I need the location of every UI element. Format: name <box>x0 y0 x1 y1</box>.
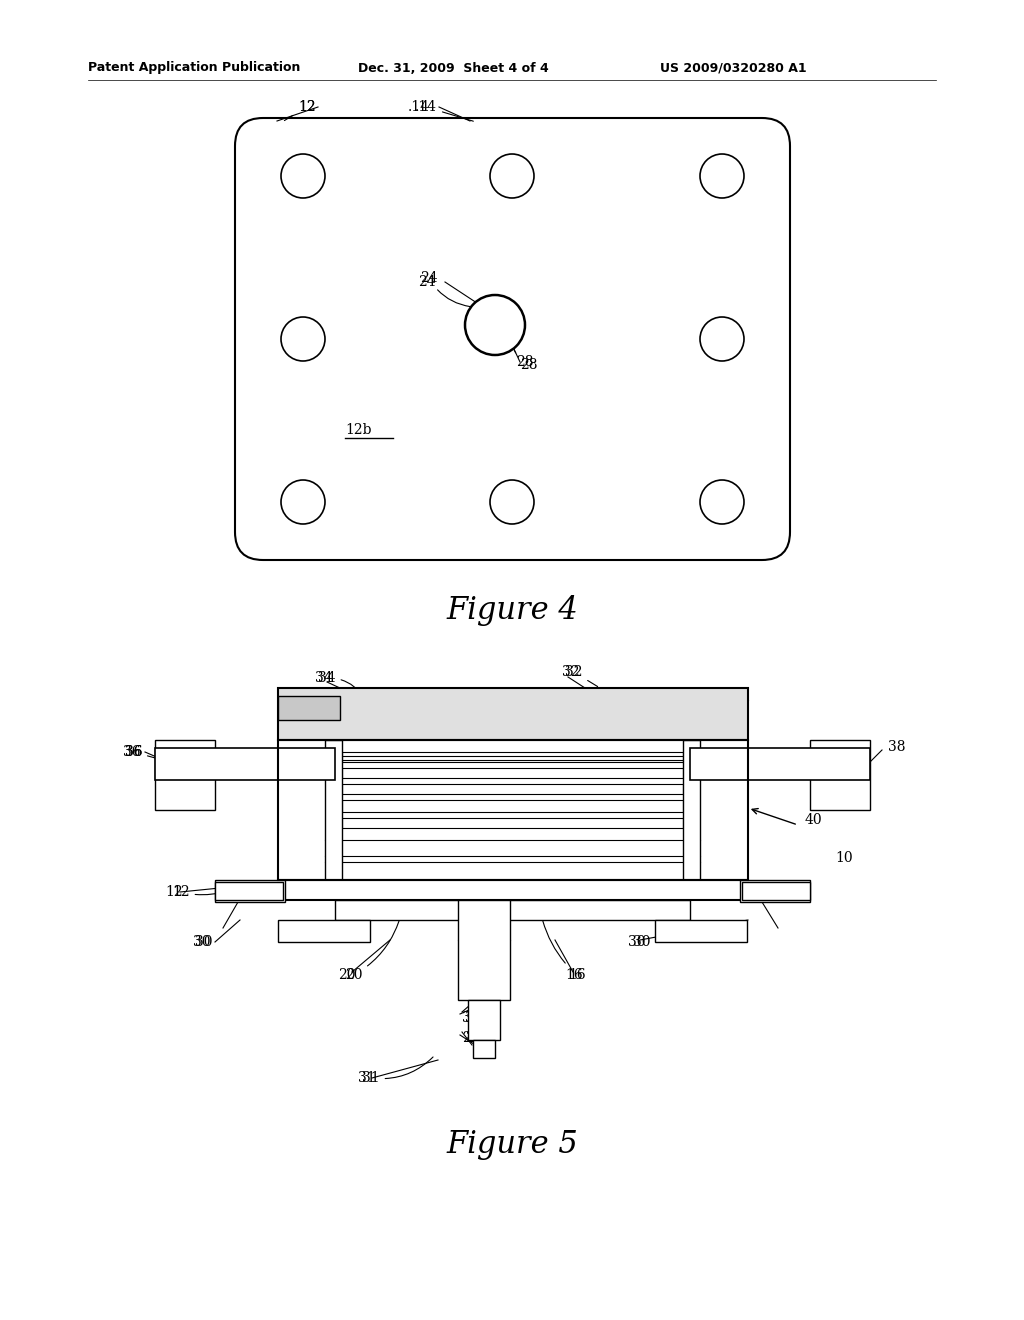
Bar <box>278 696 340 719</box>
Bar <box>683 741 700 880</box>
Text: 30: 30 <box>193 935 211 949</box>
Text: 36: 36 <box>125 744 167 762</box>
Text: 36: 36 <box>125 744 142 759</box>
Bar <box>215 880 285 902</box>
Text: 12: 12 <box>172 884 227 899</box>
Bar <box>690 748 870 780</box>
Bar <box>342 768 683 777</box>
Text: 12: 12 <box>285 100 315 120</box>
Text: 30: 30 <box>195 935 213 949</box>
Text: 16: 16 <box>543 920 586 982</box>
Text: 20: 20 <box>345 920 399 982</box>
Text: 10: 10 <box>835 851 853 865</box>
Text: 16: 16 <box>565 968 583 982</box>
Text: 12: 12 <box>298 100 315 114</box>
Circle shape <box>281 317 325 360</box>
Circle shape <box>490 154 534 198</box>
Circle shape <box>281 480 325 524</box>
Bar <box>810 741 870 810</box>
Bar <box>458 900 510 1001</box>
Text: 26: 26 <box>465 1031 482 1045</box>
Text: 34: 34 <box>318 671 364 697</box>
Text: 40: 40 <box>805 813 822 828</box>
Text: 30: 30 <box>628 935 645 949</box>
Bar <box>278 688 748 741</box>
Circle shape <box>700 154 744 198</box>
Bar <box>473 1040 495 1059</box>
Bar <box>742 882 810 900</box>
Bar <box>215 882 283 900</box>
Text: 31: 31 <box>358 1071 376 1085</box>
Text: 24: 24 <box>420 271 470 306</box>
Text: 32: 32 <box>565 665 598 686</box>
Text: 34: 34 <box>315 671 333 685</box>
Circle shape <box>465 294 525 355</box>
Text: 32: 32 <box>562 665 580 678</box>
Text: Dec. 31, 2009  Sheet 4 of 4: Dec. 31, 2009 Sheet 4 of 4 <box>358 62 549 74</box>
Bar <box>342 818 683 828</box>
Bar <box>155 741 215 810</box>
Text: Patent Application Publication: Patent Application Publication <box>88 62 300 74</box>
Text: Figure 5: Figure 5 <box>446 1130 578 1160</box>
FancyBboxPatch shape <box>234 117 790 560</box>
Circle shape <box>700 480 744 524</box>
Text: 12b: 12b <box>345 422 372 437</box>
Bar <box>342 752 683 762</box>
Text: 36: 36 <box>123 744 140 759</box>
Text: 26: 26 <box>462 1031 479 1045</box>
Bar <box>468 1001 500 1040</box>
Text: 20: 20 <box>338 968 355 982</box>
Text: 38: 38 <box>888 741 905 754</box>
Text: 30: 30 <box>633 935 650 949</box>
Circle shape <box>700 317 744 360</box>
Text: Figure 4: Figure 4 <box>446 594 578 626</box>
Text: 28: 28 <box>516 355 534 370</box>
Circle shape <box>281 154 325 198</box>
Text: 39: 39 <box>465 1011 482 1026</box>
Text: .14: .14 <box>415 100 473 121</box>
Bar <box>278 741 748 880</box>
Text: 31: 31 <box>362 1057 433 1085</box>
Bar <box>342 800 683 812</box>
Bar <box>278 920 370 942</box>
Bar <box>335 900 690 920</box>
Text: 12: 12 <box>165 884 182 899</box>
Bar <box>740 880 810 902</box>
Bar <box>278 880 748 900</box>
Text: .14: .14 <box>408 100 430 114</box>
Bar <box>155 748 335 780</box>
Bar <box>655 920 746 942</box>
Bar <box>342 784 683 795</box>
Text: 39: 39 <box>462 1011 479 1026</box>
Text: 28: 28 <box>514 350 538 372</box>
Bar <box>325 741 342 880</box>
Text: US 2009/0320280 A1: US 2009/0320280 A1 <box>660 62 807 74</box>
Circle shape <box>490 480 534 524</box>
Text: 24: 24 <box>418 275 435 289</box>
